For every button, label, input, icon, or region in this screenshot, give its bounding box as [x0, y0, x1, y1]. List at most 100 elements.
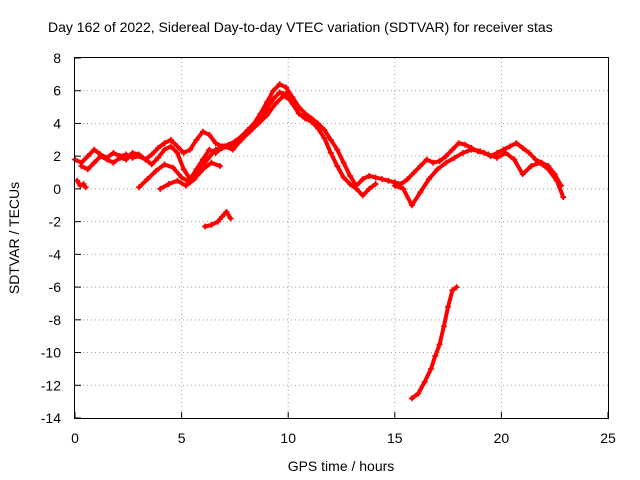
data-point: [536, 159, 543, 166]
series-line-track-a: [73, 82, 564, 188]
data-point: [174, 149, 181, 156]
data-point: [208, 159, 215, 166]
data-point: [327, 149, 334, 156]
data-point: [359, 176, 366, 183]
data-point: [77, 182, 84, 189]
data-point: [560, 194, 567, 201]
data-point: [216, 163, 223, 169]
data-point: [161, 146, 168, 153]
data-point: [155, 154, 162, 161]
data-point: [272, 100, 279, 107]
data-point: [142, 156, 149, 163]
data-point: [417, 163, 424, 169]
data-point: [84, 166, 91, 173]
data-point: [436, 341, 443, 348]
data-point: [263, 105, 270, 112]
data-point: [494, 154, 501, 161]
x-axis-label: GPS time / hours: [288, 458, 395, 474]
data-point: [157, 185, 164, 192]
data-point: [191, 176, 198, 183]
data-point: [174, 143, 181, 150]
data-point: [415, 390, 422, 397]
data-point: [223, 208, 230, 215]
data-point: [528, 163, 535, 169]
data-point: [519, 145, 526, 151]
data-point: [449, 287, 456, 294]
data-point: [477, 148, 484, 155]
data-point: [187, 146, 194, 153]
data-point: [276, 89, 283, 96]
series-line-track-e: [392, 147, 566, 208]
data-point: [451, 154, 458, 161]
data-point: [199, 166, 206, 173]
data-point: [219, 213, 226, 220]
data-point: [212, 146, 219, 153]
data-point: [449, 146, 456, 153]
data-point: [148, 161, 155, 168]
data-point: [532, 156, 539, 163]
data-point: [202, 223, 209, 230]
data-point: [442, 159, 449, 166]
data-point: [91, 159, 98, 166]
chart-title: Day 162 of 2022, Sidereal Day-to-day VTE…: [48, 19, 553, 35]
data-point: [148, 151, 155, 158]
data-point: [135, 184, 142, 191]
y-axis-label: SDTVAR / TECUs: [6, 182, 22, 294]
data-point: [110, 149, 117, 156]
data-point: [144, 176, 151, 183]
data-point: [97, 153, 104, 160]
data-point: [221, 143, 228, 150]
data-point: [379, 176, 386, 183]
data-point: [212, 140, 219, 147]
data-point: [340, 174, 347, 181]
data-point: [334, 163, 341, 169]
series-track-h: [408, 284, 460, 402]
series-track-e: [391, 146, 567, 209]
data-point: [283, 84, 290, 91]
data-point: [74, 177, 81, 184]
data-series: [72, 81, 567, 402]
data-point: [270, 95, 277, 102]
plot-frame: [74, 57, 609, 419]
data-point: [308, 118, 315, 125]
data-point: [116, 154, 123, 161]
data-point: [359, 192, 366, 199]
data-point: [206, 131, 213, 138]
data-point: [321, 135, 328, 142]
data-point: [153, 167, 160, 174]
data-point: [366, 185, 373, 192]
grid: [75, 58, 608, 418]
data-point: [321, 127, 328, 133]
data-point: [353, 185, 360, 192]
y-tick-label: 2: [53, 148, 61, 164]
series-track-g: [202, 208, 234, 230]
data-point: [229, 146, 236, 153]
data-point: [199, 128, 206, 135]
y-tick-label: -8: [49, 312, 62, 328]
series-track-d: [157, 159, 223, 192]
data-point: [545, 166, 552, 173]
data-point: [227, 215, 234, 222]
data-point: [468, 146, 475, 153]
data-point: [129, 149, 136, 156]
series-line-track-h: [409, 285, 459, 401]
data-point: [110, 159, 117, 166]
data-point: [161, 161, 168, 168]
data-point: [445, 303, 452, 310]
tick-labels: 0 5 10 15 20 25 -14 -12 -10 -8 -6 -4 -2 0 2 4 6 8: [41, 50, 616, 446]
data-point: [485, 151, 492, 158]
y-tick-label: 8: [53, 50, 61, 66]
data-point: [526, 149, 533, 156]
data-point: [432, 352, 439, 359]
data-point: [400, 185, 407, 192]
data-point: [295, 110, 302, 117]
data-point: [155, 145, 162, 151]
data-point: [385, 177, 392, 184]
data-point: [436, 158, 443, 165]
data-point: [513, 140, 520, 147]
data-point: [366, 172, 373, 179]
data-point: [334, 146, 341, 153]
data-point: [502, 149, 509, 156]
data-point: [103, 156, 110, 163]
y-tick-label: -14: [41, 410, 61, 426]
